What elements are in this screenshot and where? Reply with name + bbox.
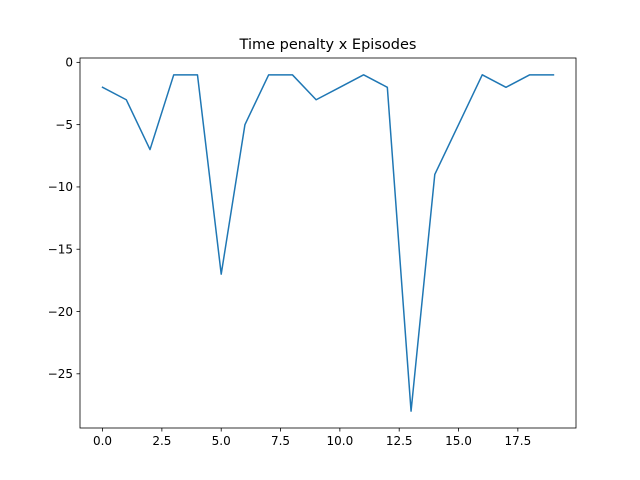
series-line-0	[101, 74, 555, 412]
x-tick-label: 7.5	[271, 434, 290, 448]
x-tick-label: 10.0	[327, 434, 354, 448]
chart-title: Time penalty x Episodes	[239, 37, 417, 53]
y-tick-label: −20	[48, 305, 73, 319]
y-axis: 0 −5 −10 −15 −20 −25	[48, 56, 80, 381]
y-tick-label: −5	[55, 118, 73, 132]
axes-frame	[79, 57, 577, 429]
x-tick-label: 2.5	[152, 434, 171, 448]
x-tick-label: 0.0	[93, 434, 112, 448]
y-tick-label: 0	[65, 56, 73, 70]
plot-area	[101, 74, 555, 412]
y-tick-label: −25	[48, 367, 73, 381]
y-tick-label: −15	[48, 243, 73, 257]
x-tick-label: 12.5	[386, 434, 413, 448]
x-tick-label: 17.5	[504, 434, 531, 448]
x-tick-label: 15.0	[445, 434, 472, 448]
x-axis: 0.0 2.5 5.0 7.5 10.0 12.5 15.0 17.5	[93, 428, 531, 448]
y-tick-label: −10	[48, 180, 73, 194]
x-tick-label: 5.0	[212, 434, 231, 448]
